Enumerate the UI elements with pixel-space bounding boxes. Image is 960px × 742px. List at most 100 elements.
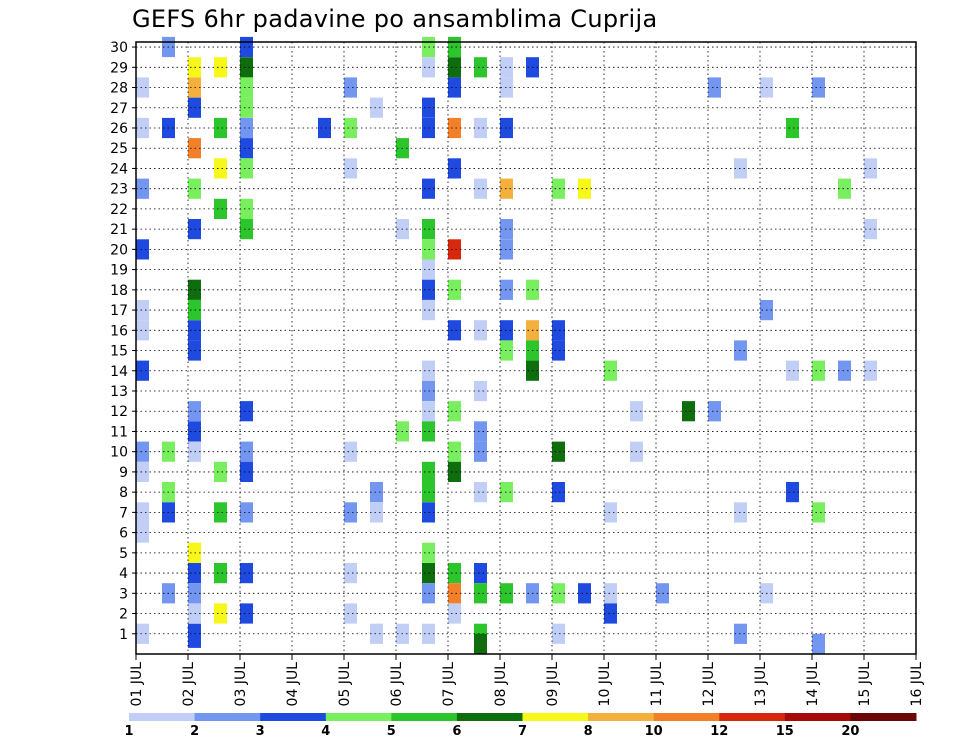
precip-cell <box>214 158 227 179</box>
precip-cell <box>136 522 149 543</box>
x-axis: 01 JUL 02 JUL 03 JUL 04 JUL 05 JUL 06 JUL 07 J… <box>129 654 925 706</box>
precip-cell <box>786 117 799 139</box>
precip-cell <box>240 158 253 179</box>
precip-cell <box>214 57 227 78</box>
precip-cell <box>552 320 565 341</box>
colorbar-label: 10 <box>645 724 663 739</box>
precip-cell <box>604 603 617 624</box>
precip-cell <box>214 603 227 624</box>
precip-cell <box>240 603 253 624</box>
precip-cell <box>552 178 565 199</box>
x-tick-label: 01 JUL <box>129 662 145 707</box>
y-tick-label: 26 <box>110 121 128 137</box>
x-tick-label: 05 JUL <box>337 662 353 707</box>
precip-cell <box>552 583 565 604</box>
precip-cell <box>578 178 591 199</box>
x-tick-label: 16 JUL <box>909 662 925 707</box>
precip-cell <box>448 117 461 139</box>
precip-cell <box>370 623 383 644</box>
precip-cell <box>448 583 461 604</box>
colorbar-label: 6 <box>452 724 461 739</box>
precip-cell <box>812 360 825 381</box>
precip-cell <box>344 158 357 179</box>
y-tick-label: 17 <box>110 303 128 319</box>
y-tick-label: 23 <box>110 182 128 198</box>
x-tick-label: 11 JUL <box>649 662 665 707</box>
y-tick-label: 11 <box>110 424 128 440</box>
precip-cell <box>448 441 461 462</box>
y-tick-label: 3 <box>119 586 128 602</box>
precip-cell <box>708 401 721 422</box>
cells-layer <box>136 36 877 654</box>
precip-cell <box>344 563 357 584</box>
y-tick-label: 15 <box>110 344 128 360</box>
y-tick-label: 27 <box>110 101 128 117</box>
precip-cell <box>474 633 487 654</box>
precip-cell <box>812 633 825 654</box>
precip-cell <box>448 603 461 624</box>
y-axis: 1234567891011121314151617181920212223242… <box>110 40 136 643</box>
colorbar-swatch <box>653 713 720 721</box>
x-tick-label: 13 JUL <box>753 662 769 707</box>
colorbar-swatch <box>260 713 327 721</box>
precip-cell <box>214 502 227 523</box>
colorbar-swatch <box>784 713 851 721</box>
x-tick-label: 04 JUL <box>285 662 301 707</box>
precip-cell <box>240 461 253 482</box>
precip-cell <box>838 178 851 199</box>
x-tick-label: 07 JUL <box>441 662 457 707</box>
precip-cell <box>136 360 149 381</box>
precip-cell <box>318 117 331 139</box>
x-tick-label: 06 JUL <box>389 662 405 707</box>
precip-cell <box>552 441 565 462</box>
colorbar-swatch <box>850 713 917 721</box>
y-tick-label: 14 <box>110 364 128 380</box>
precip-cell <box>448 401 461 422</box>
plot-frame <box>135 41 917 655</box>
precip-cell <box>240 138 253 159</box>
precip-cell <box>474 117 487 139</box>
precip-cell <box>136 441 149 462</box>
y-tick-label: 30 <box>110 40 128 56</box>
y-tick-label: 24 <box>110 161 128 177</box>
y-tick-label: 19 <box>110 263 128 279</box>
y-tick-label: 5 <box>119 546 128 562</box>
colorbar-label: 1 <box>124 724 133 739</box>
precip-cell <box>786 482 799 503</box>
y-tick-label: 12 <box>110 404 128 420</box>
precip-cell <box>448 563 461 584</box>
precip-cell <box>344 603 357 624</box>
precip-cell <box>370 482 383 503</box>
colorbar-swatch <box>194 713 261 721</box>
y-tick-label: 13 <box>110 384 128 400</box>
precip-cell <box>240 198 253 219</box>
y-tick-label: 4 <box>119 566 128 582</box>
grid-layer <box>136 42 916 654</box>
precip-cell <box>552 623 565 644</box>
x-tick-label: 03 JUL <box>233 662 249 707</box>
colorbar-swatch <box>325 713 392 721</box>
precip-cell <box>344 441 357 462</box>
colorbar-label: 5 <box>387 724 396 739</box>
precip-cell <box>136 320 149 341</box>
plot-border <box>135 41 917 655</box>
y-tick-label: 21 <box>110 222 128 238</box>
y-tick-label: 22 <box>110 202 128 218</box>
precip-cell <box>786 360 799 381</box>
x-tick-label: 14 JUL <box>805 662 821 707</box>
precip-cell <box>214 563 227 584</box>
precip-cell <box>240 36 253 58</box>
colorbar-label: 3 <box>256 724 265 739</box>
colorbar-swatch <box>522 713 589 721</box>
y-tick-label: 7 <box>119 505 128 521</box>
y-tick-label: 20 <box>110 242 128 258</box>
precip-cell <box>448 320 461 341</box>
precip-cell <box>474 441 487 462</box>
precip-cell <box>344 77 357 98</box>
y-tick-label: 1 <box>119 627 128 643</box>
chart-title: GEFS 6hr padavine po ansamblima Cuprija <box>132 5 658 33</box>
y-tick-label: 9 <box>119 465 128 481</box>
precip-cell <box>474 380 487 402</box>
precip-cell <box>344 117 357 139</box>
x-tick-label: 08 JUL <box>493 662 509 707</box>
